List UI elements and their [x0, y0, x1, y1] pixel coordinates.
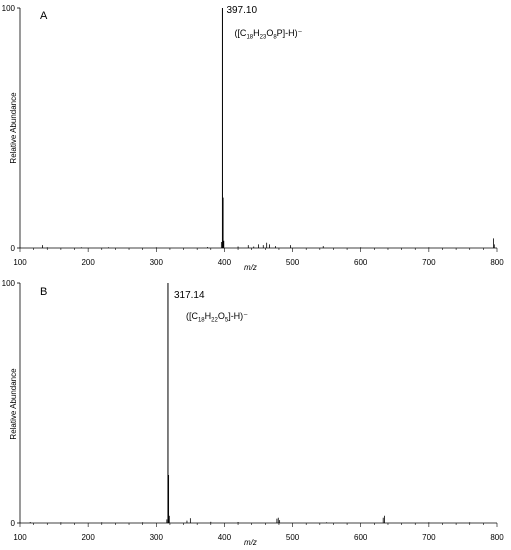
peak-mz-label: 317.14 — [174, 290, 205, 301]
chart-panel-b: B 0 100 100 200 300 400 500 600 700 800 m/z Relative… — [2, 279, 505, 547]
x-axis-title: m/z — [244, 538, 257, 547]
y-axis-title: Relative Abundance — [9, 92, 18, 164]
x-tick-label: 300 — [150, 258, 164, 267]
x-tick-label: 700 — [422, 258, 436, 267]
x-axis-title: m/z — [244, 263, 257, 272]
panel-label: B — [40, 286, 47, 298]
panel-label: A — [40, 10, 48, 22]
x-tick-label: 200 — [81, 258, 95, 267]
x-tick-label: 500 — [286, 258, 300, 267]
x-tick-label: 700 — [422, 533, 436, 542]
y-tick-label: 0 — [11, 519, 16, 528]
x-tick-label: 800 — [490, 258, 504, 267]
x-tick-label: 600 — [354, 258, 368, 267]
x-tick-label: 800 — [490, 533, 504, 542]
y-tick-label: 0 — [11, 244, 16, 253]
y-tick-label: 100 — [2, 4, 16, 13]
x-tick-label: 400 — [218, 258, 232, 267]
y-axis-title: Relative Abundance — [9, 368, 18, 440]
x-tick-label: 100 — [13, 258, 27, 267]
x-tick-label: 200 — [81, 533, 95, 542]
ion-formula-label: ([C18H23O8P]-H)⁻ — [234, 28, 302, 41]
x-tick-label: 300 — [150, 533, 164, 542]
chart-panel-a: A 0 100 100 200 300 400 500 600 700 800 m/z Relative… — [2, 4, 505, 272]
ion-formula-label: ([C18H22O5]-H)⁻ — [186, 311, 248, 324]
peak-mz-label: 397.10 — [226, 5, 257, 16]
x-tick-label: 500 — [286, 533, 300, 542]
x-tick-label: 100 — [13, 533, 27, 542]
y-tick-label: 100 — [2, 279, 16, 288]
x-tick-label: 400 — [218, 533, 232, 542]
x-tick-label: 600 — [354, 533, 368, 542]
